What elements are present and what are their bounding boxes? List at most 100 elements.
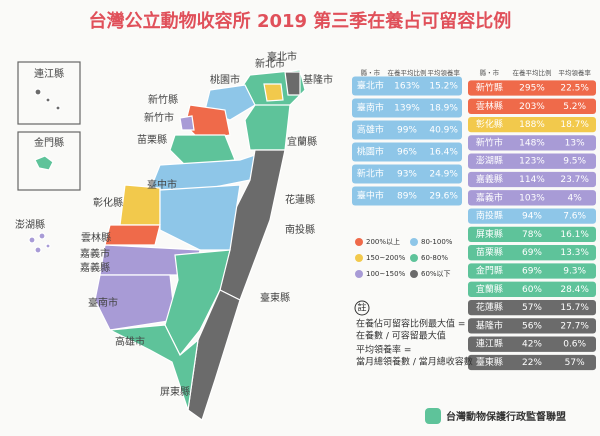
table-cell: 56% [522,321,542,331]
table-cell: 7.6% [563,212,586,222]
note-line: 在養佔可留容比例最大值 = [356,318,465,330]
note: 註 在養佔可留容比例最大值 = 在養數 / 可容留最大值 平均領養率 = 當月總… [354,300,473,368]
region-label: 連江縣 [34,67,64,80]
table-cell: 69% [522,248,542,258]
note-line: 在養數 / 可容留最大值 [356,330,446,342]
table-cell: 78% [522,230,542,240]
table-cell: 114% [519,175,545,185]
table-cell: 5.2% [563,102,586,112]
table-cell: 高雄市 [357,124,384,136]
table-row [468,98,596,114]
region-label: 花蓮縣 [285,193,315,206]
table-row [468,190,596,206]
note-line: 平均領養率 = [356,344,411,356]
table-cell: 57% [522,303,542,313]
table-cell: 16.4% [429,148,458,158]
region-label: 新北市 [255,57,285,70]
table-cell: 94% [522,212,542,222]
table-cell: 9.5% [563,157,586,167]
region-label: 桃園市 [210,73,240,86]
region-label: 彰化縣 [93,196,123,209]
table-cell: 29.6% [429,192,458,202]
table-header: 在養平均比例 [388,68,427,77]
table-header: 平均領養率 [427,68,460,77]
table-cell: 89% [397,192,417,202]
table-cell: 新竹縣 [476,82,503,94]
table-cell: 123% [519,157,545,167]
table-cell: 13% [565,138,585,148]
table-cell: 188% [519,120,545,130]
table-row [352,120,462,140]
table-cell: 桃園市 [357,146,384,158]
table-row [352,76,462,96]
legend-swatch [355,270,363,278]
table-cell: 臺中市 [357,190,384,202]
table-cell: 139% [394,104,420,114]
note-mark: 註 [357,302,366,314]
region-label: 臺北市 [267,50,297,63]
table-row [468,263,596,279]
table-cell: 27.7% [560,321,589,331]
footer-org: 台灣動物保護行政監督聯盟 [446,410,566,423]
table-cell: 148% [519,138,545,148]
table-row [468,208,596,224]
table-cell: 金門縣 [476,265,503,277]
table-row [468,318,596,334]
logo [425,408,441,424]
table-cell: 4% [568,193,583,203]
region-label: 臺中市 [147,178,177,191]
region-label: 臺東縣 [260,291,290,304]
table-cell: 花蓮縣 [476,301,503,313]
table-cell: 基隆市 [476,319,503,331]
note-badge [354,300,370,316]
table-header: 平均領養率 [558,68,591,77]
table-cell: 96% [397,148,417,158]
table-header: 縣・市 [480,68,500,77]
region-label: 臺南市 [88,296,118,309]
table-row [468,299,596,316]
table-cell: 60% [522,285,542,295]
table-cell: 99% [397,126,417,136]
table-cell: 93% [397,170,417,180]
table-cell: 18.7% [560,120,589,130]
table-cell: 28.4% [560,285,589,295]
table-row [468,171,596,188]
table-cell: 15.2% [429,82,458,92]
table-row [468,153,596,169]
table-cell: 16.1% [560,230,589,240]
region-label: 雲林縣 [81,231,111,244]
legend: 200%以上 80-100% 150~200% 60-80% 100~150% 60%以下 [355,237,453,278]
region-label: 南投縣 [285,223,315,236]
table-cell: 臺南市 [357,102,384,114]
table-cell: 163% [394,82,420,92]
region-label: 苗栗縣 [137,134,167,146]
region-label: 高雄市 [115,335,145,348]
table-cell: 69% [522,267,542,277]
table-header: 在養平均比例 [513,68,552,77]
table-cell: 0.6% [563,340,586,350]
table-cell: 雲林縣 [476,100,503,112]
table-cell: 57% [565,358,585,368]
title: 台灣公立動物收容所 2019 第三季在養占可留容比例 [89,10,512,32]
region-label: 嘉義縣 [80,261,110,274]
region-label: 新竹市 [144,111,174,124]
table-cell: 24.9% [429,170,458,180]
legend-label: 60%以下 [421,270,451,278]
region-label: 宜蘭縣 [287,135,317,148]
table-cell: 屏東縣 [476,228,503,240]
legend-label: 150~200% [366,254,406,262]
table-row [352,142,462,162]
inset-box [17,61,81,125]
legend-swatch [355,238,363,246]
table-cell: 臺北市 [357,80,384,92]
table-cell: 18.9% [429,104,458,114]
table-cell: 22.5% [560,84,589,94]
legend-label: 80-100% [421,238,453,246]
legend-label: 60-80% [421,254,448,262]
table-cell: 新北市 [357,168,384,180]
table-row [352,164,462,184]
legend-swatch [410,270,418,278]
region-label: 澎湖縣 [15,219,45,231]
